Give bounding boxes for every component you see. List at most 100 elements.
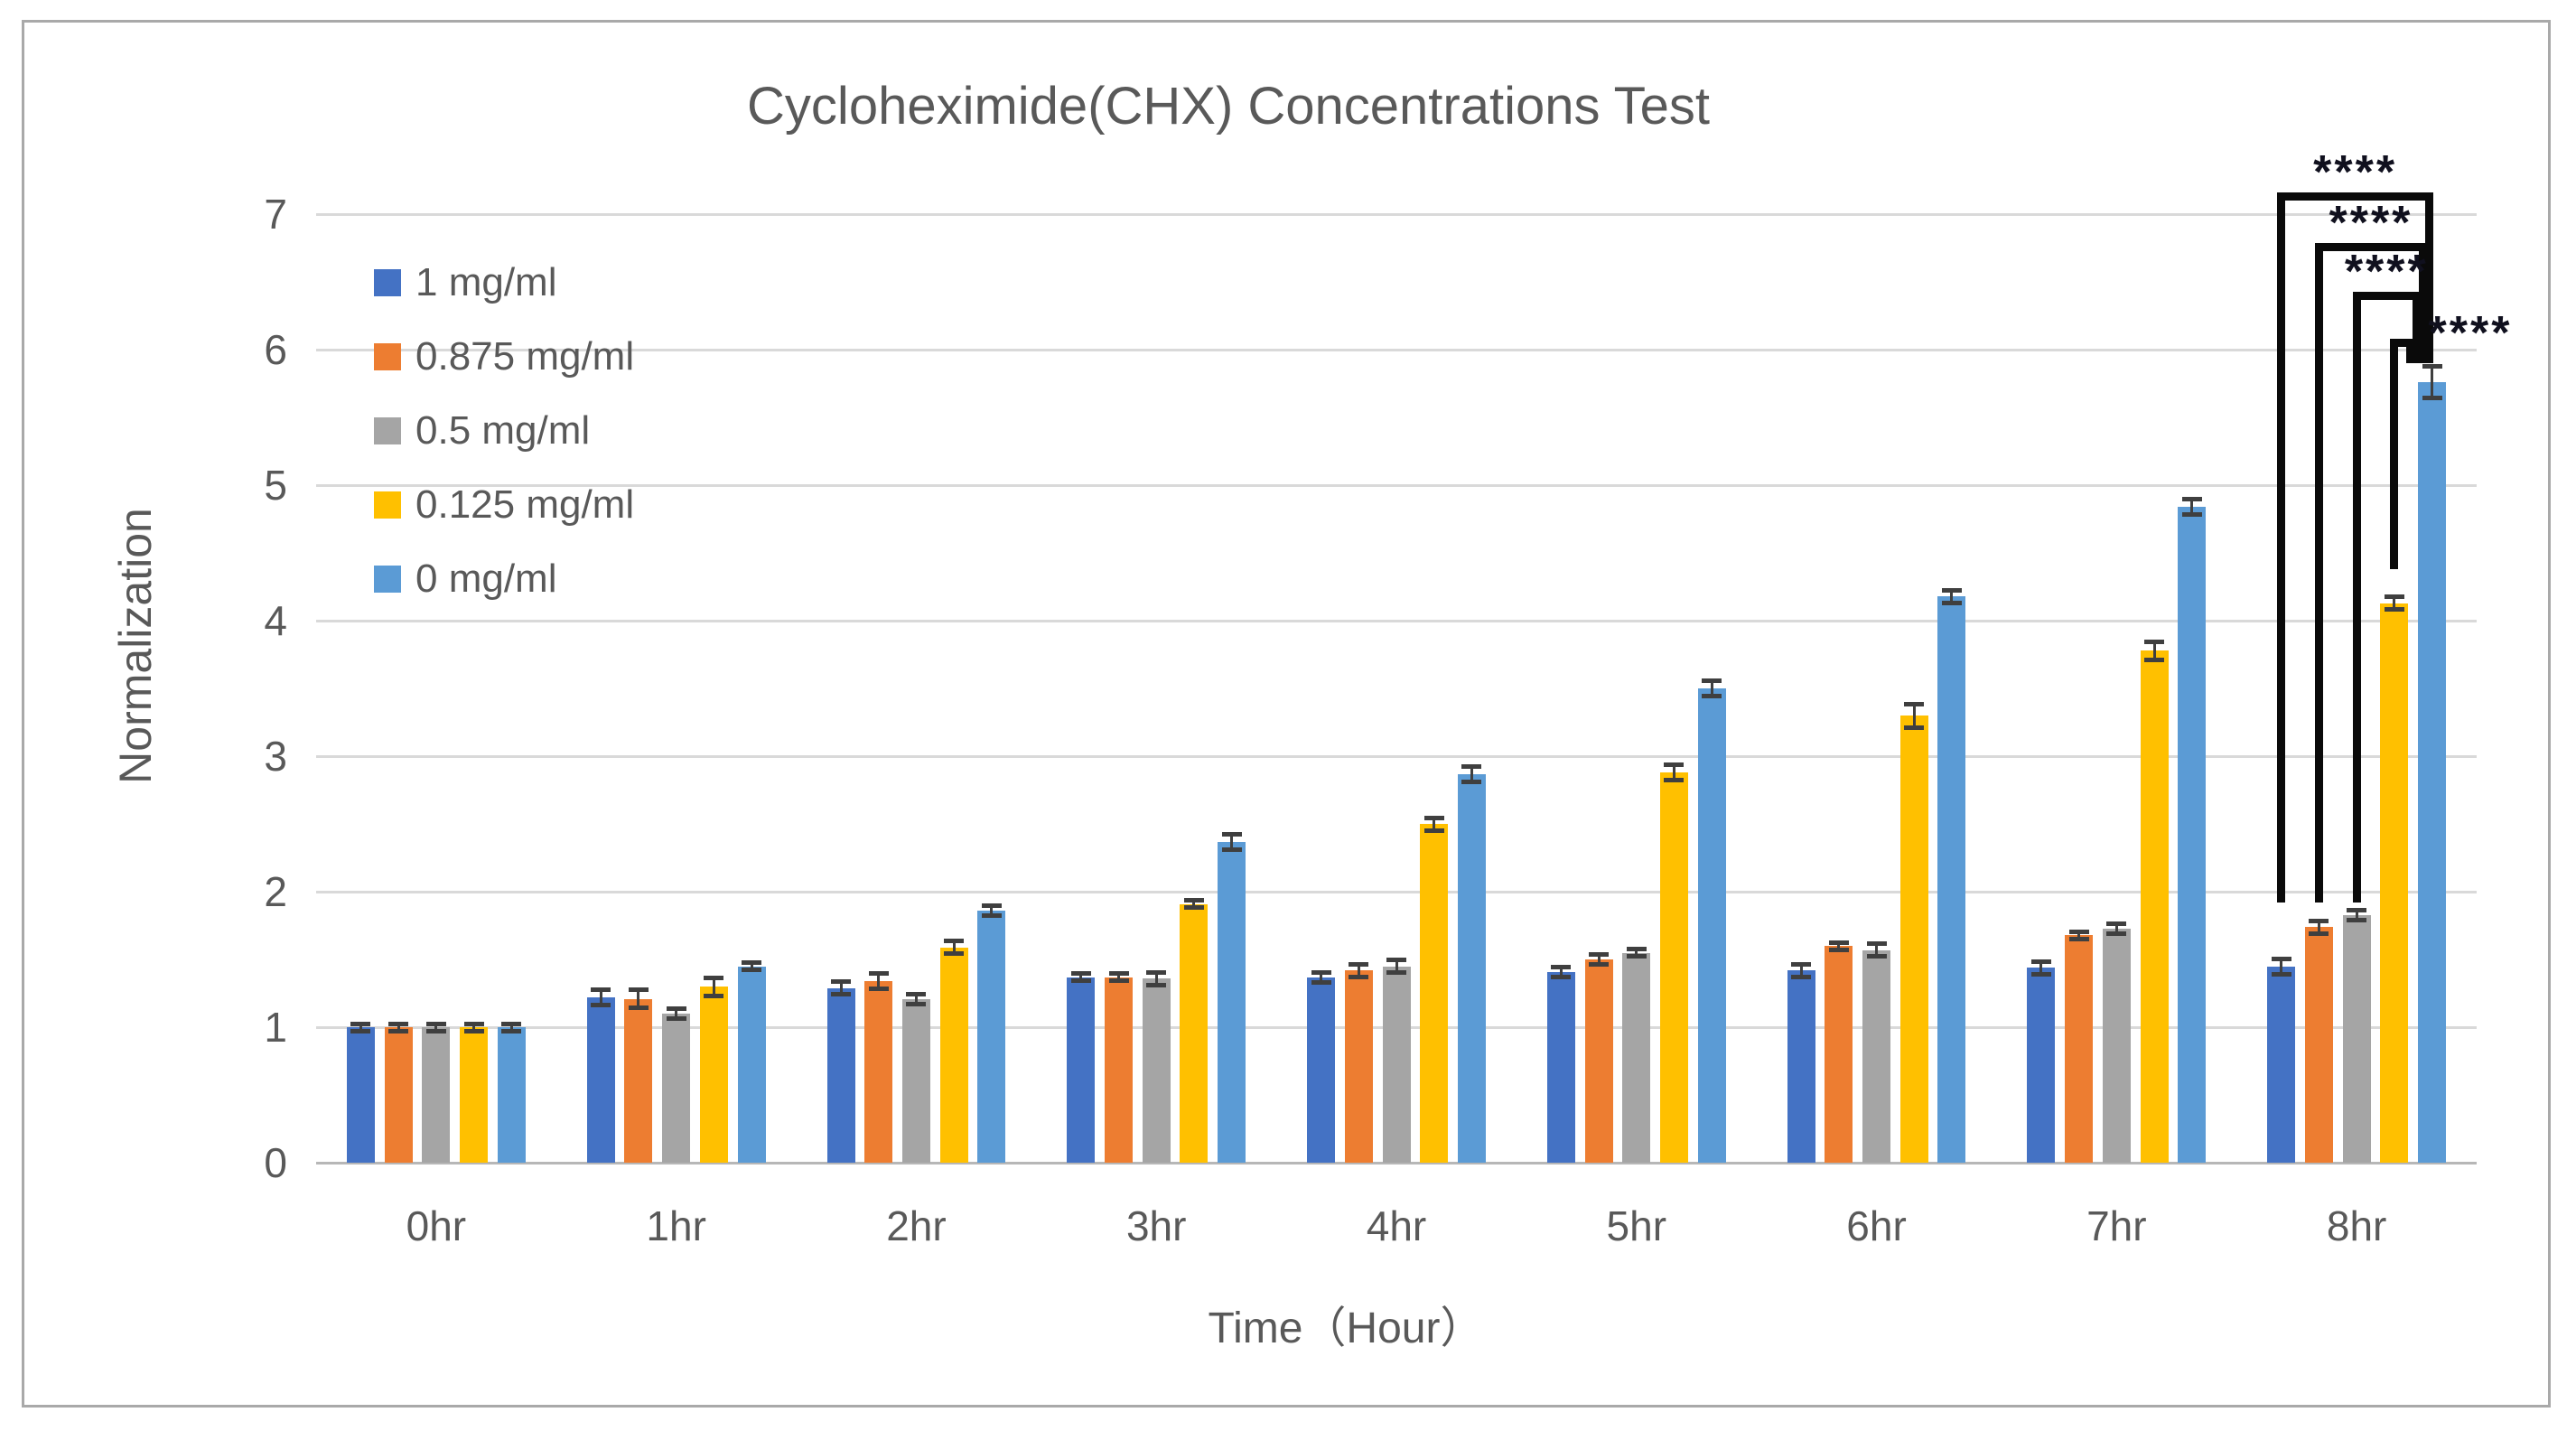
error-bar-cap-bottom (2422, 396, 2442, 400)
error-bar-cap-top (1904, 701, 1925, 706)
y-tick-label: 3 (264, 733, 287, 780)
error-bar-line (1079, 973, 1083, 981)
error-bar-cap-bottom (2144, 657, 2165, 662)
error-bar-line (1154, 971, 1158, 986)
error-bar-cap-top (2422, 364, 2442, 369)
error-bar-cap-top (1664, 762, 1685, 767)
error-bar-cap-bottom (591, 1003, 611, 1007)
error-bar-line (2114, 922, 2118, 934)
error-bar-cap-top (350, 1021, 371, 1026)
error-bar-line (952, 940, 956, 954)
bar (1382, 966, 1411, 1163)
error-bar-cap-bottom (2106, 931, 2127, 936)
error-bar-cap-bottom (1349, 974, 1369, 979)
error-bar-cap-top (2068, 929, 2089, 934)
gridline (316, 484, 2477, 487)
error-bar-cap-bottom (1828, 947, 1849, 952)
significance-bracket-left (2352, 291, 2361, 903)
error-bar-cap-top (666, 1006, 686, 1011)
bar (346, 1027, 375, 1163)
legend-label: 0.5 mg/ml (415, 408, 591, 453)
bar (662, 1014, 691, 1163)
legend-item: 0 mg/ml (374, 542, 634, 616)
error-bar-cap-bottom (1311, 979, 1331, 985)
error-bar-cap-top (1589, 952, 1610, 957)
error-bar-cap-top (742, 960, 762, 965)
error-bar-line (2280, 958, 2283, 975)
error-bar-cap-top (2030, 959, 2051, 964)
error-bar-cap-top (1423, 815, 1444, 820)
error-bar-cap-top (1386, 958, 1406, 962)
error-bar-line (2355, 909, 2358, 921)
error-bar-cap-top (388, 1021, 409, 1026)
bar (624, 998, 653, 1163)
significance-label: **** (2428, 307, 2513, 360)
error-bar-cap-bottom (388, 1028, 409, 1034)
error-bar-cap-bottom (1070, 978, 1091, 983)
bar (1899, 716, 1928, 1163)
error-bar-cap-top (1183, 898, 1204, 903)
error-bar-cap-bottom (1626, 954, 1647, 959)
error-bar-cap-bottom (1146, 982, 1167, 987)
y-tick-label: 7 (264, 191, 287, 238)
error-bar-line (1710, 680, 1713, 697)
error-bar-line (1433, 817, 1436, 831)
error-bar-cap-bottom (1904, 725, 1925, 730)
error-bar-cap-top (1941, 587, 1962, 593)
error-bar-cap-top (1221, 831, 1242, 837)
legend-swatch-icon (374, 491, 401, 519)
error-bar-cap-bottom (463, 1028, 484, 1034)
legend-item: 0.5 mg/ml (374, 394, 634, 468)
error-bar-line (434, 1023, 438, 1032)
legend-swatch-icon (374, 269, 401, 296)
error-bar-cap-bottom (2384, 607, 2404, 612)
legend-label: 0.125 mg/ml (415, 482, 635, 527)
error-bar-cap-top (944, 939, 965, 943)
bar (1862, 949, 1891, 1163)
legend-swatch-icon (374, 343, 401, 370)
error-bar-line (1837, 941, 1841, 950)
legend-item: 1 mg/ml (374, 246, 634, 320)
error-bar-cap-bottom (628, 1005, 649, 1010)
error-bar-cap-top (2271, 956, 2291, 961)
x-tick-label: 8hr (2326, 1202, 2387, 1249)
gridline (316, 620, 2477, 622)
error-bar-line (1395, 959, 1398, 973)
bar (2140, 650, 2169, 1163)
error-bar-line (2152, 641, 2156, 660)
significance-bracket-right (2419, 242, 2427, 363)
error-bar-cap-bottom (1589, 962, 1610, 967)
error-bar-line (1635, 949, 1638, 957)
error-bar-cap-bottom (1664, 778, 1685, 782)
bar (2418, 382, 2446, 1163)
bar (1105, 977, 1134, 1163)
legend-label: 1 mg/ml (415, 260, 557, 304)
error-bar-cap-top (501, 1021, 522, 1026)
error-bar-line (750, 962, 753, 970)
error-bar-cap-bottom (501, 1028, 522, 1034)
error-bar-cap-bottom (2181, 512, 2202, 517)
error-bar-line (1597, 954, 1601, 965)
error-bar-cap-top (1070, 971, 1091, 976)
error-bar-cap-bottom (1551, 974, 1572, 979)
x-tick-label: 3hr (1125, 1202, 1187, 1249)
bar (586, 997, 615, 1163)
bar (1659, 772, 1688, 1163)
error-bar-cap-top (1311, 969, 1331, 975)
error-bar-line (1192, 900, 1196, 908)
bar (1420, 824, 1449, 1163)
error-bar-cap-top (2384, 594, 2404, 599)
bar (1825, 946, 1853, 1163)
error-bar-cap-top (1146, 969, 1167, 975)
error-bar-line (599, 989, 602, 1005)
x-tick-label: 2hr (886, 1202, 947, 1249)
y-tick-label: 0 (264, 1139, 287, 1186)
error-bar-cap-top (425, 1021, 446, 1026)
x-tick-label: 7hr (2086, 1202, 2147, 1249)
legend-item: 0.125 mg/ml (374, 468, 634, 542)
error-bar-line (839, 981, 843, 995)
error-bar-cap-bottom (1461, 779, 1482, 784)
error-bar-cap-top (2347, 907, 2367, 912)
error-bar-cap-bottom (2271, 971, 2291, 977)
error-bar-line (1230, 833, 1234, 850)
